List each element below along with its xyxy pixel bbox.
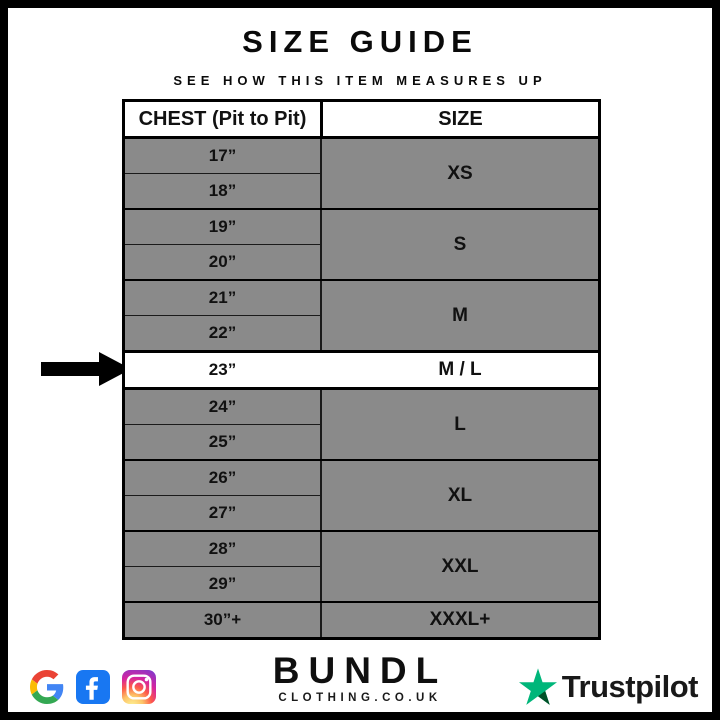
measurement-cell: 20” [125,244,320,279]
column-header-size: SIZE [438,107,483,130]
brand-logo: BUNDL CLOTHING.CO.UK [273,652,447,704]
measurement-cell: 28” [208,539,237,558]
size-group-s: 19” 20” S [125,208,598,279]
size-group-l: 24” 25” L [125,387,598,459]
measurement-cell: 21” [208,288,237,307]
page-subtitle: SEE HOW THIS ITEM MEASURES UP [173,73,547,88]
brand-tagline: CLOTHING.CO.UK [278,692,442,704]
size-group-xl: 26” 27” XL [125,459,598,530]
trustpilot-logo[interactable]: Trustpilot [518,668,699,705]
size-group-ml-highlighted: 23” M / L [125,350,598,387]
size-cell: S [453,233,467,255]
measurement-cell: 18” [125,173,320,208]
measurement-cell: 29” [125,566,320,601]
measurement-cell: 22” [125,315,320,350]
social-icons [30,670,156,704]
measurement-cell: 24” [208,397,237,416]
size-group-m: 21” 22” M [125,279,598,350]
table-header-row: CHEST (Pit to Pit) SIZE [125,102,598,139]
size-group-xs: 17” 18” XS [125,139,598,208]
facebook-icon[interactable] [76,670,110,704]
instagram-icon[interactable] [122,670,156,704]
size-group-xxl: 28” 29” XXL [125,530,598,601]
page-title: SIZE GUIDE [242,24,478,59]
measurement-cell-highlighted: 23” [208,360,237,379]
brand-name: BUNDL [272,650,448,691]
size-group-xxxl: 30”+ XXXL+ [125,601,598,637]
size-cell: M [452,304,468,326]
measurement-cell: 30”+ [203,610,242,629]
measurement-cell: 26” [208,468,237,487]
size-table: CHEST (Pit to Pit) SIZE 17” 18” XS 19” 2… [122,99,601,640]
measurement-cell: 17” [208,146,237,165]
measurement-cell: 19” [208,217,237,236]
size-cell: XS [447,162,473,184]
size-cell: XXL [441,555,479,577]
size-cell: XL [447,484,473,506]
column-header-chest: CHEST (Pit to Pit) [125,102,323,136]
trustpilot-star-icon [518,668,557,705]
measurement-cell: 27” [125,495,320,530]
google-icon[interactable] [30,670,64,704]
size-cell: L [454,413,466,435]
trustpilot-label: Trustpilot [561,668,699,704]
measurement-cell: 25” [125,424,320,459]
row-pointer-arrow-icon [41,352,131,386]
size-cell: XXXL+ [429,609,491,630]
size-cell-highlighted: M / L [438,359,482,380]
